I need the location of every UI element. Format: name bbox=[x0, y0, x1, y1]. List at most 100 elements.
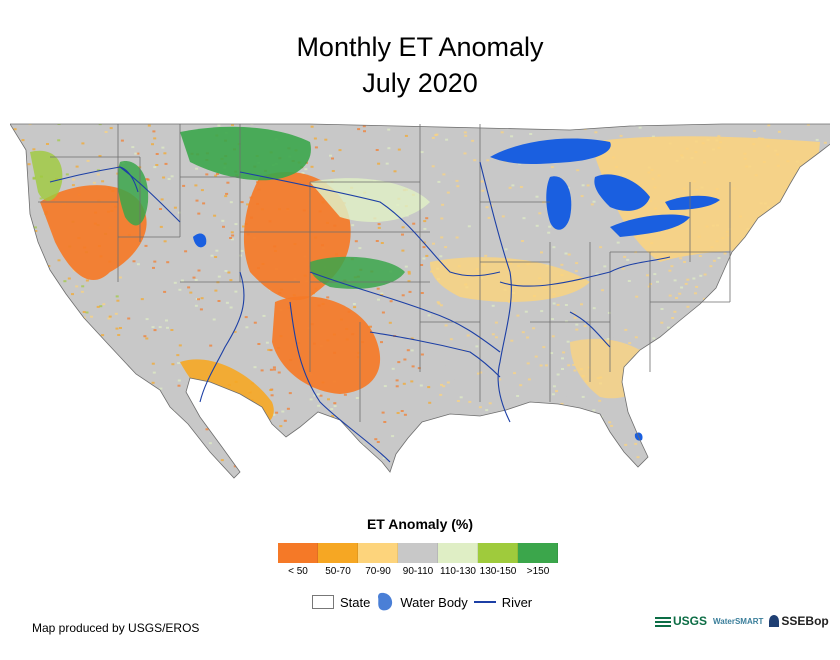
raster-pixel bbox=[221, 443, 225, 446]
raster-pixel bbox=[746, 441, 750, 444]
raster-pixel bbox=[48, 375, 52, 378]
raster-pixel bbox=[551, 453, 555, 455]
raster-pixel bbox=[745, 403, 749, 406]
raster-pixel bbox=[821, 281, 825, 284]
raster-pixel bbox=[244, 316, 248, 319]
raster-pixel bbox=[291, 448, 295, 451]
raster-pixel bbox=[594, 131, 598, 134]
raster-pixel bbox=[85, 311, 89, 314]
raster-pixel bbox=[556, 303, 560, 306]
raster-pixel bbox=[496, 179, 499, 182]
raster-pixel bbox=[37, 432, 41, 435]
raster-pixel bbox=[782, 418, 785, 421]
raster-pixel bbox=[213, 214, 217, 217]
raster-pixel bbox=[75, 285, 79, 288]
raster-pixel bbox=[510, 339, 514, 342]
raster-pixel bbox=[205, 173, 209, 176]
raster-pixel bbox=[19, 376, 23, 379]
raster-pixel bbox=[153, 137, 157, 140]
raster-pixel bbox=[649, 283, 652, 285]
raster-pixel bbox=[420, 440, 424, 443]
raster-pixel bbox=[355, 397, 359, 399]
raster-pixel bbox=[651, 469, 655, 472]
raster-pixel bbox=[684, 282, 688, 285]
logos: USGS WaterSMART SSEBop bbox=[655, 614, 829, 628]
raster-pixel bbox=[780, 334, 784, 337]
raster-pixel bbox=[728, 406, 731, 409]
raster-pixel bbox=[474, 460, 478, 463]
raster-pixel bbox=[216, 481, 219, 483]
scale-label: 50-70 bbox=[325, 566, 351, 577]
anomaly-zone-west-low bbox=[40, 185, 147, 281]
raster-pixel bbox=[43, 460, 47, 463]
raster-pixel bbox=[790, 247, 794, 250]
raster-pixel bbox=[383, 385, 387, 388]
raster-pixel bbox=[481, 473, 485, 476]
raster-pixel bbox=[181, 462, 185, 465]
raster-pixel bbox=[51, 359, 55, 362]
raster-pixel bbox=[696, 374, 699, 377]
raster-pixel bbox=[707, 388, 711, 391]
raster-pixel bbox=[162, 457, 166, 460]
raster-pixel bbox=[85, 435, 88, 438]
raster-pixel bbox=[455, 236, 459, 239]
ssebop-logo: SSEBop bbox=[769, 614, 829, 628]
raster-pixel bbox=[350, 468, 354, 471]
raster-pixel bbox=[827, 246, 830, 249]
raster-pixel bbox=[580, 451, 584, 454]
anomaly-zone-montana-high bbox=[180, 126, 311, 181]
raster-pixel bbox=[441, 412, 445, 415]
raster-pixel bbox=[71, 184, 75, 187]
raster-pixel bbox=[716, 356, 720, 359]
raster-pixel bbox=[199, 308, 203, 311]
raster-pixel bbox=[99, 305, 103, 308]
raster-pixel bbox=[683, 468, 687, 471]
raster-pixel bbox=[329, 433, 333, 436]
raster-pixel bbox=[595, 463, 599, 466]
lake-superior bbox=[490, 138, 611, 165]
water-bodies bbox=[193, 138, 720, 441]
raster-pixel bbox=[748, 264, 752, 267]
raster-pixel bbox=[738, 342, 742, 345]
raster-pixel bbox=[423, 220, 427, 223]
raster-pixel bbox=[592, 200, 596, 203]
raster-pixel bbox=[222, 225, 225, 228]
raster-pixel bbox=[385, 162, 389, 165]
raster-pixel bbox=[20, 170, 24, 173]
river-red bbox=[369, 331, 501, 378]
raster-pixel bbox=[627, 381, 631, 384]
raster-pixel bbox=[453, 456, 457, 459]
raster-pixel bbox=[393, 170, 397, 173]
raster-pixel bbox=[432, 242, 435, 245]
raster-pixel bbox=[339, 440, 343, 443]
raster-pixel bbox=[35, 467, 39, 470]
raster-pixel bbox=[680, 286, 684, 289]
raster-pixel bbox=[813, 183, 817, 186]
raster-pixel bbox=[423, 472, 427, 475]
raster-pixel bbox=[439, 393, 443, 396]
raster-pixel bbox=[716, 439, 720, 441]
raster-pixel bbox=[34, 230, 38, 232]
raster-pixel bbox=[804, 214, 808, 217]
raster-pixel bbox=[164, 162, 168, 165]
raster-pixel bbox=[182, 184, 186, 187]
raster-pixel bbox=[416, 451, 420, 454]
raster-pixel bbox=[329, 154, 332, 157]
raster-pixel bbox=[140, 298, 144, 301]
raster-pixel bbox=[547, 409, 551, 412]
raster-pixel bbox=[671, 342, 675, 345]
raster-pixel bbox=[194, 279, 198, 281]
raster-pixel bbox=[512, 452, 516, 455]
raster-pixel bbox=[519, 194, 523, 196]
raster-pixel bbox=[703, 273, 707, 276]
raster-pixel bbox=[777, 403, 781, 406]
raster-pixel bbox=[324, 138, 328, 141]
raster-pixel bbox=[283, 419, 287, 422]
color-scale bbox=[278, 543, 558, 563]
raster-pixel bbox=[770, 256, 774, 259]
usgs-logo: USGS bbox=[655, 614, 707, 628]
raster-pixel bbox=[544, 364, 548, 367]
raster-pixel bbox=[528, 414, 532, 417]
raster-pixel bbox=[806, 344, 810, 347]
raster-pixel bbox=[277, 371, 281, 374]
